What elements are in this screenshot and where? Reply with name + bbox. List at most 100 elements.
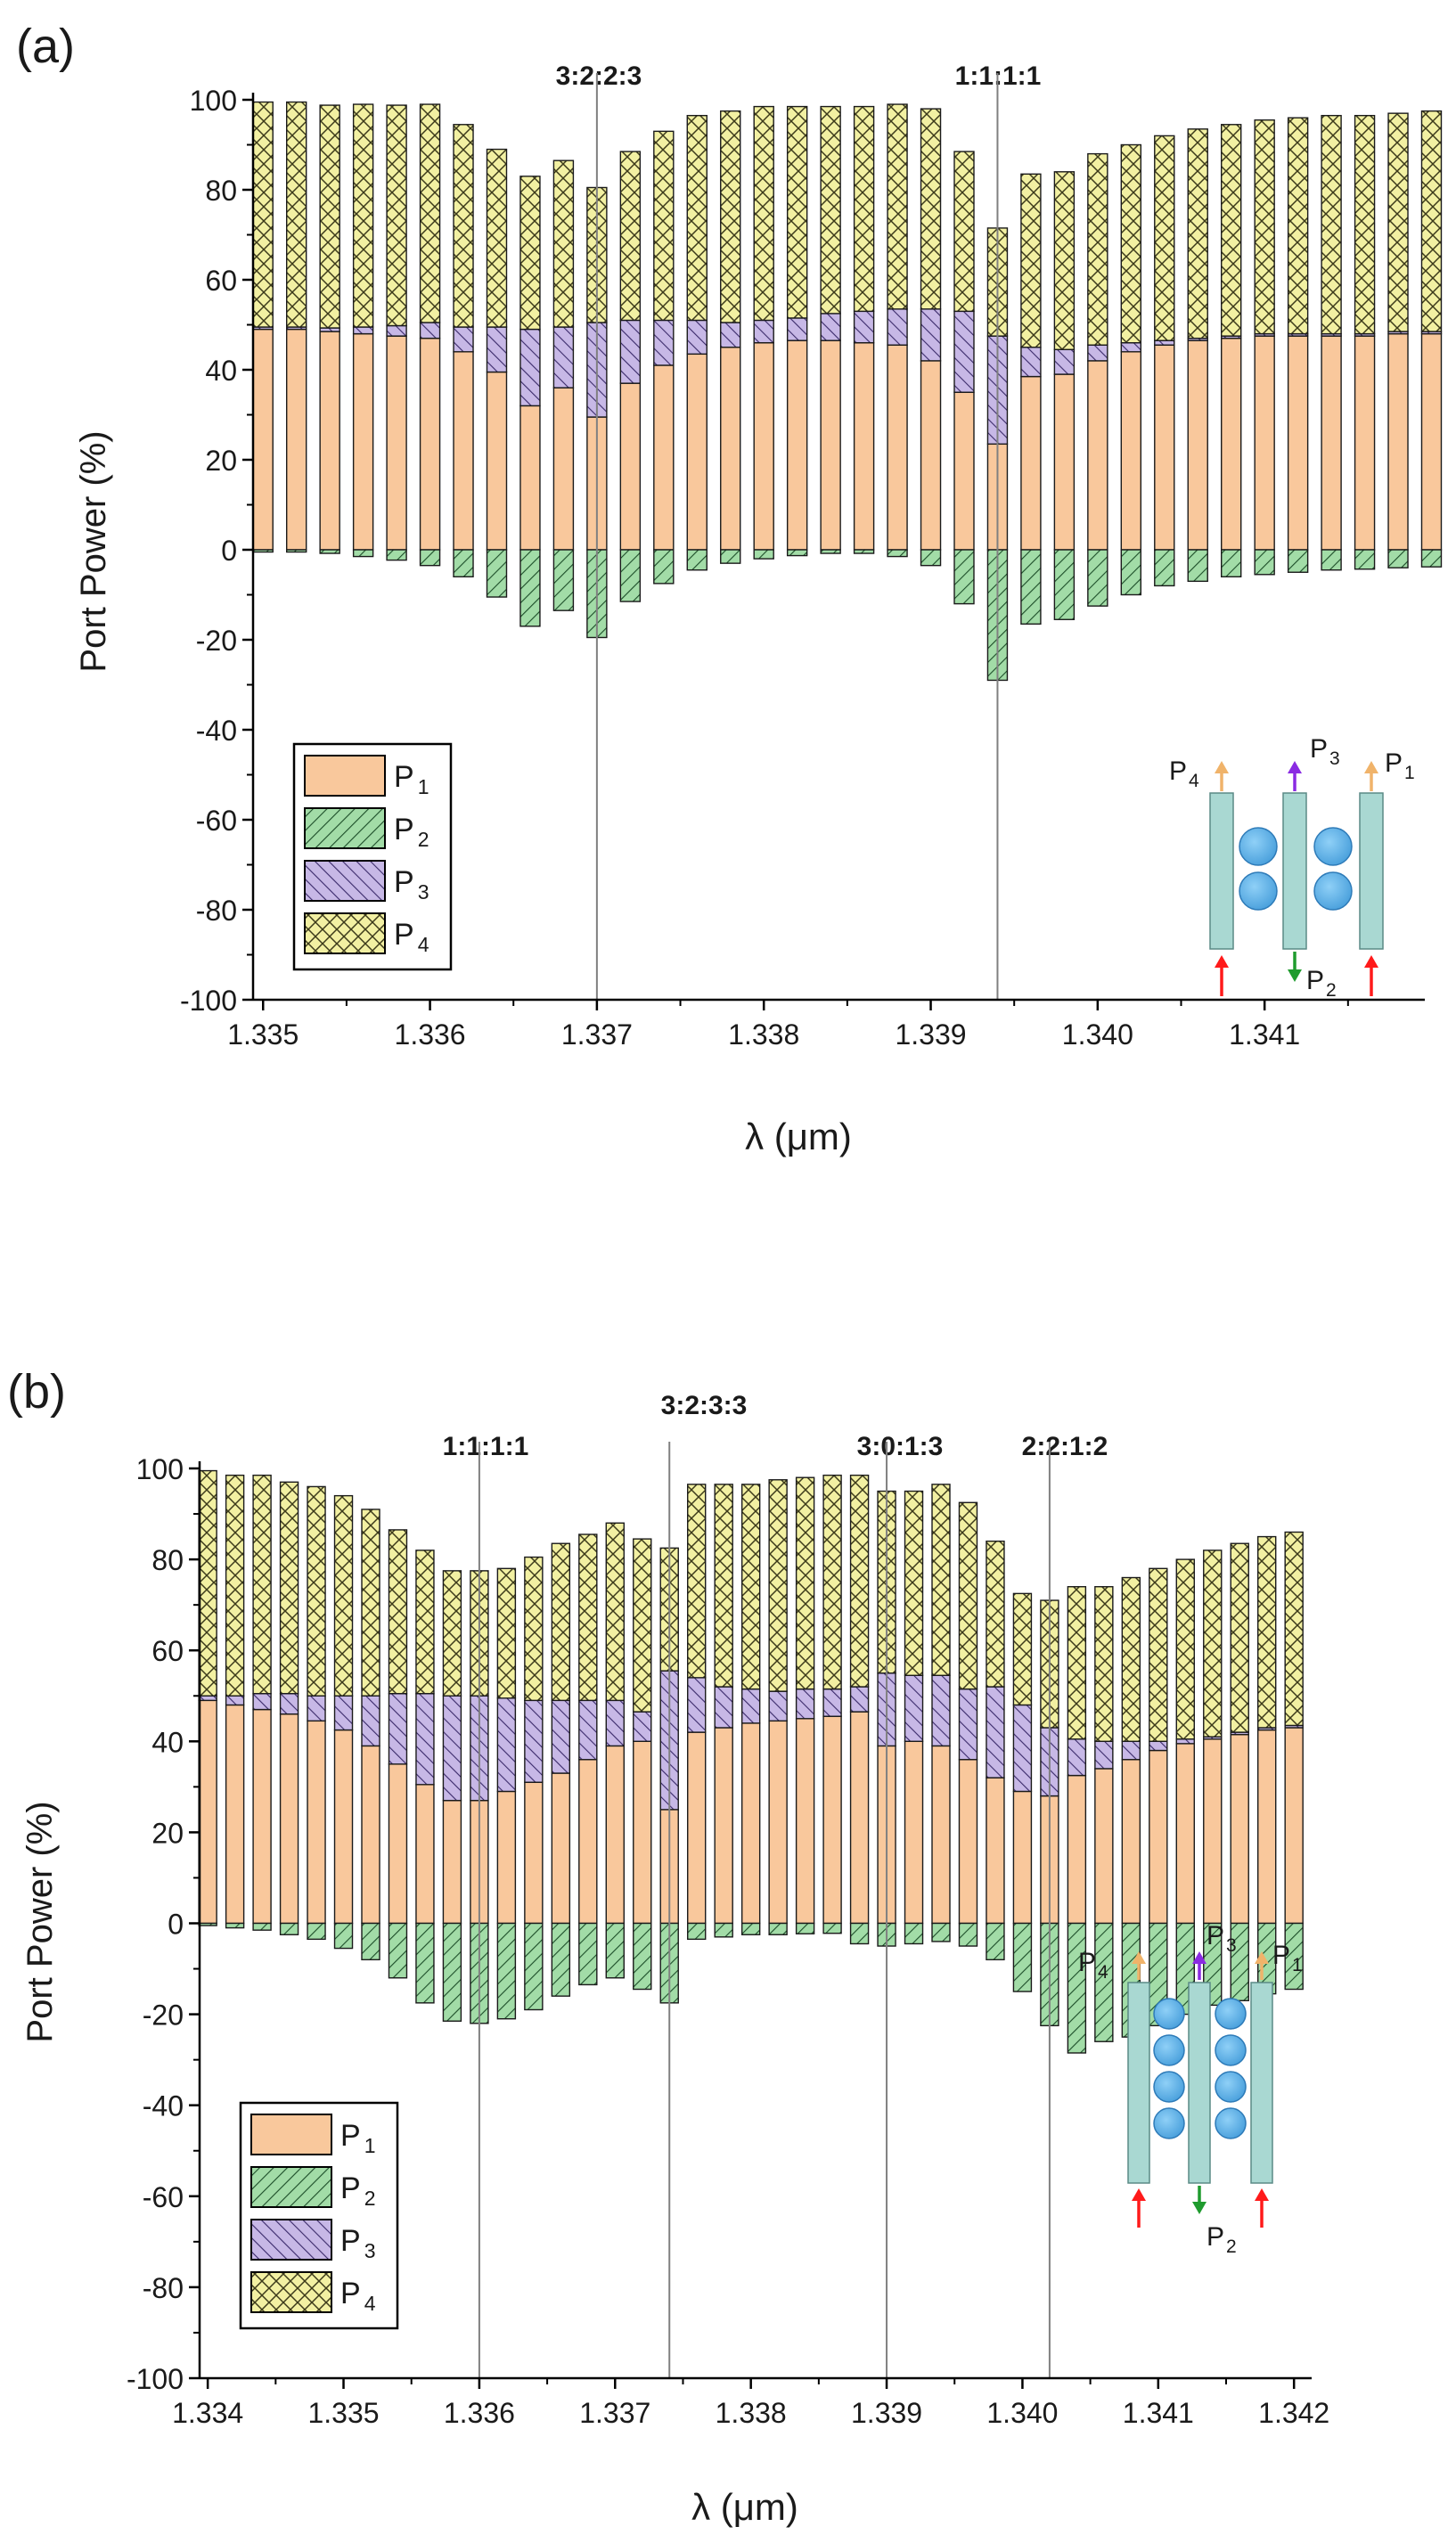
output-arrow-p4 — [1132, 1951, 1146, 1980]
bar-p1 — [1149, 1749, 1168, 1925]
bar-p4 — [1203, 1550, 1223, 1738]
bar-p4 — [1087, 152, 1108, 346]
bar-p4 — [388, 1529, 408, 1695]
bar-p4 — [333, 1494, 354, 1697]
bar-p3 — [714, 1686, 733, 1729]
bar-p1 — [388, 1763, 408, 1925]
panel-label: (a) — [16, 20, 75, 73]
bar-p3 — [1121, 1740, 1141, 1761]
inset-port-label: P2 — [1306, 966, 1337, 1001]
bar-p1 — [1067, 1774, 1087, 1925]
output-arrow-p1 — [1364, 761, 1378, 791]
bar-p2 — [551, 1922, 571, 1997]
bar-p2 — [605, 1922, 625, 1979]
ring-resonator — [1153, 2107, 1185, 2139]
bar-p2 — [578, 1922, 598, 1986]
bar-p2 — [1420, 549, 1443, 568]
bar-p1 — [1354, 335, 1376, 551]
waveguide — [1209, 792, 1234, 950]
bar-p3 — [795, 1688, 815, 1720]
legend-swatch-p4 — [304, 912, 386, 954]
bar-p4 — [904, 1490, 924, 1676]
x-tick-label: 1.339 — [895, 1018, 966, 1051]
waveguide — [1188, 1982, 1211, 2184]
y-tick-label: -100 — [180, 985, 237, 1017]
bar-p4 — [486, 148, 508, 328]
bar-p4 — [1121, 1576, 1141, 1743]
waveguide — [1250, 1982, 1273, 2184]
bar-p2 — [419, 549, 441, 567]
bar-p2 — [820, 549, 841, 554]
bar-p3 — [388, 1692, 408, 1765]
bar-p4 — [1154, 135, 1175, 341]
y-tick-label: 100 — [136, 1453, 184, 1485]
bar-p1 — [1420, 332, 1443, 551]
bar-p3 — [753, 319, 774, 344]
bar-p2 — [1230, 1922, 1249, 2001]
y-tick-label: -20 — [143, 1999, 184, 2032]
output-arrow-p4 — [1215, 761, 1229, 791]
bar-p3 — [986, 1686, 1005, 1779]
bar-p1 — [333, 1729, 354, 1925]
bar-p3 — [740, 1688, 761, 1724]
bar-p2 — [496, 1922, 517, 2020]
device-inset: P4 P3 P1 P2 — [1169, 734, 1415, 1001]
bar-p1 — [687, 1731, 707, 1925]
bar-p3 — [198, 1695, 217, 1702]
bar-p3 — [686, 319, 708, 356]
bar-p2 — [768, 1922, 788, 1935]
bar-p2 — [1354, 549, 1376, 570]
ring-resonator — [1313, 827, 1353, 866]
bar-p3 — [352, 326, 374, 335]
bar-p2 — [486, 549, 508, 598]
bar-p2 — [1087, 549, 1108, 607]
bar-p2 — [849, 1922, 870, 1945]
bar-p2 — [720, 549, 741, 564]
bar-p4 — [686, 114, 708, 322]
legend-swatch-p4 — [250, 2271, 332, 2313]
bar-p2 — [352, 549, 374, 558]
bar-p3 — [653, 319, 675, 366]
bar-p2 — [198, 1922, 217, 1926]
bar-p4 — [1067, 1586, 1087, 1740]
legend-swatch-p2 — [304, 807, 386, 849]
bar-p4 — [1149, 1567, 1168, 1743]
y-tick-label: 0 — [221, 535, 237, 567]
bar-p2 — [931, 1922, 951, 1942]
panel-label: (b) — [7, 1365, 66, 1419]
bar-p2 — [986, 1922, 1005, 1961]
bar-p3 — [1094, 1740, 1114, 1770]
bar-p4 — [442, 1570, 462, 1697]
bar-p1 — [307, 1720, 326, 1925]
y-tick-label: 0 — [168, 1909, 184, 1941]
bar-p3 — [415, 1692, 435, 1786]
bar-p1 — [605, 1745, 625, 1925]
marker-lines — [595, 73, 999, 1000]
bar-p3 — [524, 1699, 544, 1783]
ring-resonator — [1153, 2034, 1185, 2066]
bar-p3 — [633, 1711, 652, 1743]
bar-p4 — [453, 124, 474, 328]
ring-resonator — [1215, 2071, 1247, 2103]
legend-swatch-p1 — [304, 755, 386, 797]
waveguide — [1282, 792, 1307, 950]
bar-p4 — [1175, 1558, 1195, 1740]
bar-p4 — [1012, 1592, 1033, 1706]
bar-p4 — [415, 1550, 435, 1695]
bar-p4 — [1254, 119, 1275, 335]
bar-p1 — [820, 339, 841, 551]
marker-label: 1:1:1:1 — [443, 1432, 529, 1461]
bar-p2 — [252, 549, 274, 553]
bar-p1 — [1287, 335, 1309, 551]
bar-p1 — [1221, 337, 1242, 551]
bar-p1 — [1012, 1790, 1033, 1925]
panel-a: (a) Port Power (%) λ (μm) 3:2:2:3 1:1:1:… — [16, 20, 1443, 1157]
bar-p3 — [605, 1699, 625, 1747]
x-tick-label: 1.337 — [579, 2397, 650, 2429]
bar-p4 — [687, 1484, 707, 1679]
bar-p3 — [1120, 342, 1142, 353]
input-arrow — [1364, 955, 1378, 996]
